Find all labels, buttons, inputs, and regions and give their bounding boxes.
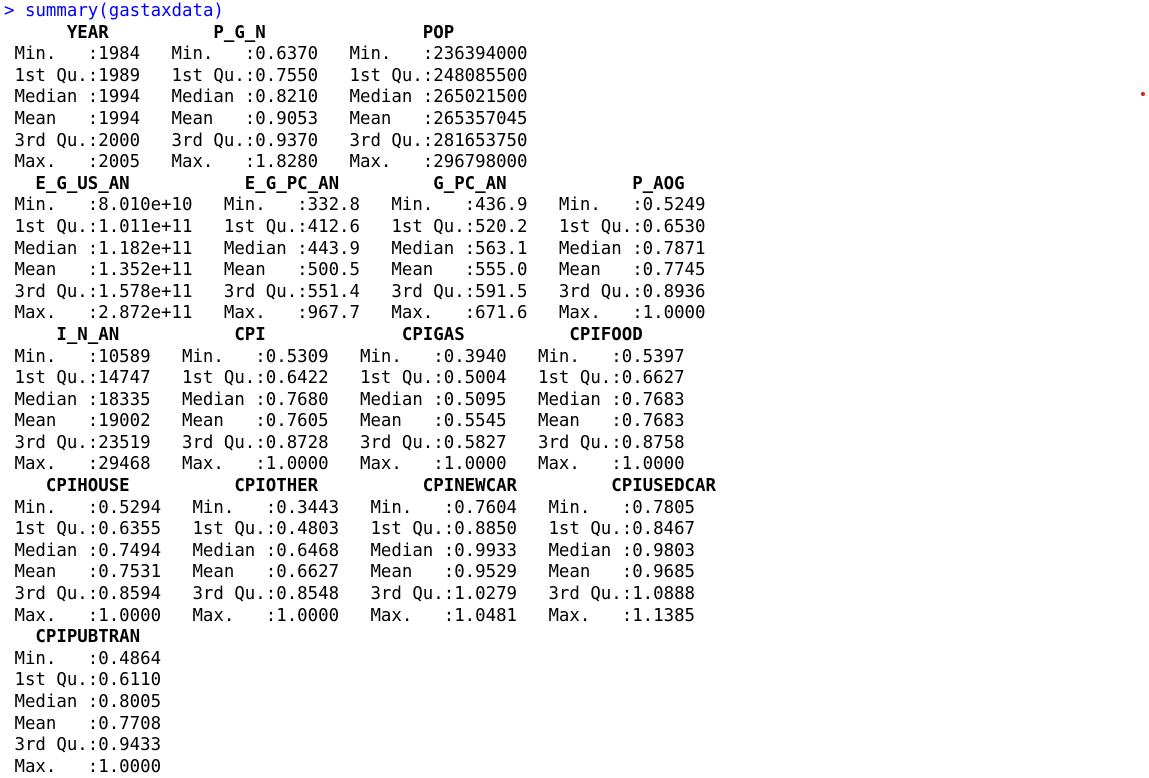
- summary-stat-line: Median :1994 Median :0.8210 Median :2650…: [4, 87, 549, 108]
- summary-block: I_N_AN CPI CPIGAS CPIFOOD Min. :10589 Mi…: [4, 325, 1149, 476]
- summary-block: CPIHOUSE CPIOTHER CPINEWCAR CPIUSEDCAR M…: [4, 476, 1149, 627]
- summary-block: YEAR P_G_N POP Min. :1984 Min. :0.6370 M…: [4, 23, 1149, 174]
- summary-stat-line: Min. :10589 Min. :0.5309 Min. :0.3940 Mi…: [4, 346, 706, 367]
- summary-stat-line: Mean :19002 Mean :0.7605 Mean :0.5545 Me…: [4, 411, 706, 432]
- summary-stat-line: 3rd Qu.:2000 3rd Qu.:0.9370 3rd Qu.:2816…: [4, 130, 549, 151]
- prompt-symbol: >: [4, 1, 15, 21]
- summary-stat-line: Max. :2005 Max. :1.8280 Max. :296798000: [4, 152, 549, 173]
- summary-stat-line: Max. :29468 Max. :1.0000 Max. :1.0000 Ma…: [4, 454, 706, 475]
- summary-stat-line: 1st Qu.:1.011e+11 1st Qu.:412.6 1st Qu.:…: [4, 216, 727, 237]
- summary-stat-line: Mean :0.7708: [4, 713, 182, 734]
- variable-header-line: CPIPUBTRAN: [4, 627, 182, 648]
- summary-stat-line: 1st Qu.:14747 1st Qu.:0.6422 1st Qu.:0.5…: [4, 368, 706, 389]
- summary-stat-line: Max. :1.0000: [4, 756, 182, 777]
- summary-stat-line: 3rd Qu.:1.578e+11 3rd Qu.:551.4 3rd Qu.:…: [4, 281, 727, 302]
- summary-stat-line: Mean :0.7531 Mean :0.6627 Mean :0.9529 M…: [4, 562, 716, 583]
- summary-stat-line: Median :0.8005: [4, 692, 182, 712]
- summary-stat-line: Median :1.182e+11 Median :443.9 Median :…: [4, 238, 727, 259]
- summary-stat-line: Mean :1.352e+11 Mean :500.5 Mean :555.0 …: [4, 260, 727, 281]
- command-text: summary(gastaxdata): [24, 1, 224, 21]
- variable-header-line: I_N_AN CPI CPIGAS CPIFOOD: [4, 324, 706, 345]
- summary-stat-line: Max. :1.0000 Max. :1.0000 Max. :1.0481 M…: [4, 605, 716, 626]
- summary-stat-line: Min. :0.4864: [4, 648, 182, 669]
- variable-header-line: YEAR P_G_N POP: [4, 22, 570, 43]
- summary-stat-line: 1st Qu.:0.6110: [4, 670, 182, 691]
- command-line: > summary(gastaxdata): [4, 1, 1149, 23]
- summary-stat-line: Mean :1994 Mean :0.9053 Mean :265357045: [4, 108, 549, 129]
- variable-header-line: E_G_US_AN E_G_PC_AN G_PC_AN P_AOG: [4, 173, 758, 194]
- summary-stat-line: 3rd Qu.:0.8594 3rd Qu.:0.8548 3rd Qu.:1.…: [4, 584, 716, 605]
- summary-stat-line: 3rd Qu.:0.9433: [4, 735, 182, 756]
- pointer-dot: [1141, 92, 1145, 96]
- summary-stat-line: 3rd Qu.:23519 3rd Qu.:0.8728 3rd Qu.:0.5…: [4, 432, 706, 453]
- summary-stat-line: Min. :8.010e+10 Min. :332.8 Min. :436.9 …: [4, 195, 727, 216]
- variable-header-line: CPIHOUSE CPIOTHER CPINEWCAR CPIUSEDCAR: [4, 476, 758, 497]
- summary-block: E_G_US_AN E_G_PC_AN G_PC_AN P_AOG Min. :…: [4, 174, 1149, 325]
- summary-stat-line: Median :0.7494 Median :0.6468 Median :0.…: [4, 540, 716, 561]
- summary-stat-line: 1st Qu.:0.6355 1st Qu.:0.4803 1st Qu.:0.…: [4, 519, 716, 540]
- summary-output: YEAR P_G_N POP Min. :1984 Min. :0.6370 M…: [4, 23, 1149, 778]
- summary-stat-line: Min. :1984 Min. :0.6370 Min. :236394000: [4, 44, 549, 65]
- summary-stat-line: Max. :2.872e+11 Max. :967.7 Max. :671.6 …: [4, 303, 727, 324]
- summary-stat-line: Median :18335 Median :0.7680 Median :0.5…: [4, 389, 706, 410]
- summary-block: CPIPUBTRAN Min. :0.4864 1st Qu.:0.6110 M…: [4, 627, 1149, 778]
- summary-stat-line: Min. :0.5294 Min. :0.3443 Min. :0.7604 M…: [4, 497, 716, 518]
- summary-stat-line: 1st Qu.:1989 1st Qu.:0.7550 1st Qu.:2480…: [4, 65, 549, 86]
